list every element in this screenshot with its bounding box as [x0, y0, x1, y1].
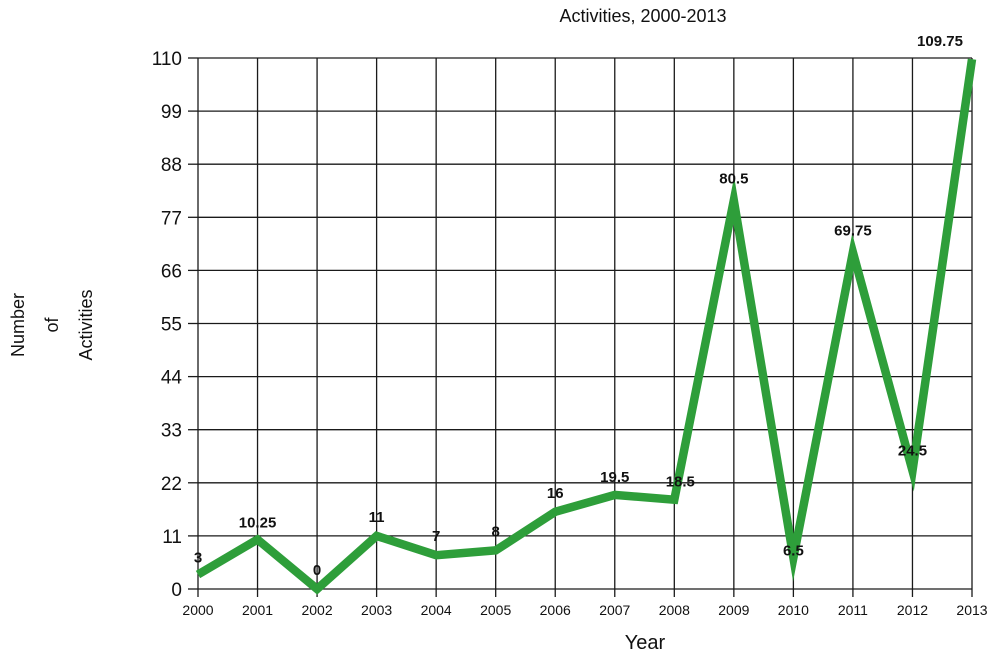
x-tick-label: 2009	[718, 602, 749, 618]
x-axis-ticks: 2000 2001 2002 2003 2004 2005 2006 2007 2008 2009…	[182, 602, 987, 618]
y-axis-label-line: Activities	[76, 289, 96, 360]
data-label: 69.75	[834, 222, 872, 239]
x-tick-label: 2013	[956, 602, 987, 618]
data-label: 7	[432, 528, 440, 545]
data-label: 6.5	[783, 543, 804, 560]
x-tick-label: 2005	[480, 602, 511, 618]
series-line-layer	[195, 58, 977, 595]
x-tick-label: 2001	[242, 602, 273, 618]
data-label: 3	[194, 550, 202, 567]
chart-title: Activities, 2000-2013	[559, 6, 726, 26]
data-label: 16	[547, 485, 564, 502]
x-tick-label: 2004	[421, 602, 452, 618]
y-tick-label: 22	[161, 474, 182, 495]
y-tick-label: 33	[161, 421, 182, 442]
y-axis-label-line: Number	[8, 293, 28, 357]
y-tick-label: 0	[171, 580, 182, 601]
y-axis-ticks: 0 11 22 33 44 55 66 77 88 99 110	[152, 49, 183, 601]
x-axis-label: Year	[625, 632, 666, 653]
x-tick-label: 2010	[778, 602, 809, 618]
y-tick-label: 77	[161, 208, 182, 229]
y-axis-label: Number of Activities	[8, 289, 96, 360]
data-label: 8	[492, 523, 500, 540]
series-line	[195, 58, 977, 595]
y-tick-label: 99	[161, 102, 182, 123]
y-tick-label: 66	[161, 261, 182, 282]
data-label: 11	[369, 509, 385, 526]
x-tick-label: 2002	[301, 602, 332, 618]
y-tick-label: 55	[161, 315, 182, 336]
y-tick-label: 88	[161, 155, 182, 176]
y-tick-label: 44	[161, 368, 183, 389]
x-tick-label: 2003	[361, 602, 392, 618]
data-label: 18.5	[666, 474, 695, 491]
grid	[188, 57, 973, 597]
data-label: 19.5	[600, 469, 629, 486]
x-tick-label: 2011	[838, 602, 868, 618]
data-label: 0	[313, 562, 321, 579]
x-tick-label: 2000	[182, 602, 213, 618]
y-tick-label: 11	[162, 527, 182, 548]
x-tick-label: 2008	[659, 602, 690, 618]
data-label: 109.75	[917, 33, 963, 50]
data-label: 24.5	[898, 443, 927, 460]
x-tick-label: 2012	[897, 602, 928, 618]
data-label: 10.25	[239, 515, 277, 532]
y-axis-label-line: of	[42, 316, 62, 332]
data-labels: 3 10.25 0 11 7 8 16 19.5 18.5 80.5 6.5 69.75 24.5 109…	[194, 33, 963, 579]
x-tick-label: 2007	[599, 602, 630, 618]
x-tick-label: 2006	[540, 602, 571, 618]
y-tick-label: 110	[152, 49, 182, 70]
data-label: 80.5	[719, 170, 748, 187]
